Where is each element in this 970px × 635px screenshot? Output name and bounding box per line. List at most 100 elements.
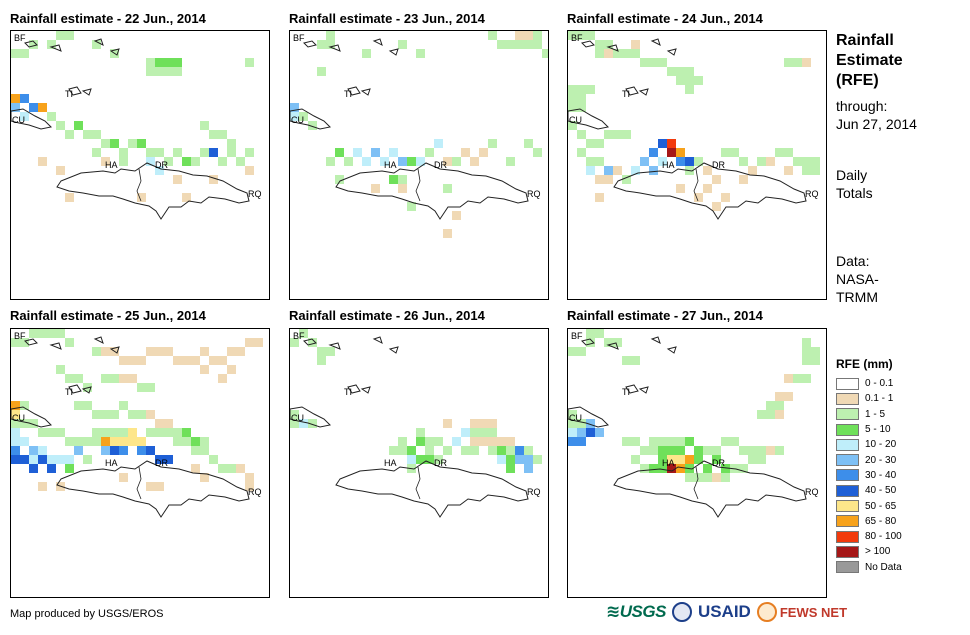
rainfall-cell (29, 464, 38, 473)
rainfall-cell (155, 419, 164, 428)
coastline (303, 336, 399, 354)
legend-label: 5 - 10 (865, 424, 891, 436)
rainfall-cell (254, 338, 263, 347)
rainfall-cell (577, 130, 586, 139)
rainfall-cell (533, 148, 542, 157)
seal-icon (671, 602, 692, 622)
rainfall-cell (236, 347, 245, 356)
rainfall-cell (748, 446, 757, 455)
rainfall-cell (676, 148, 685, 157)
rainfall-cell (11, 410, 20, 419)
rainfall-cell (676, 67, 685, 76)
rainfall-cell (497, 455, 506, 464)
rainfall-cell (101, 139, 110, 148)
coastline (625, 384, 649, 394)
rainfall-cell (74, 374, 83, 383)
map-label-bf: BF (14, 33, 26, 43)
rainfall-cell (811, 166, 820, 175)
rainfall-cell (416, 157, 425, 166)
map-panel-25: BF TI CU HA DR RQ (10, 328, 270, 598)
rainfall-cell (461, 428, 470, 437)
rainfall-cell (245, 58, 254, 67)
country-border (136, 168, 142, 202)
rainfall-cell (586, 139, 595, 148)
rainfall-cell (497, 446, 506, 455)
rainfall-cell (407, 202, 416, 211)
country-border (693, 168, 699, 202)
rainfall-cell (155, 482, 164, 491)
rainfall-cell (245, 473, 254, 482)
rainfall-cell (326, 40, 335, 49)
rfe-title: Rainfall Estimate (RFE) (836, 31, 903, 91)
rainfall-cell (568, 103, 577, 112)
rainfall-cell (748, 166, 757, 175)
rainfall-cell (748, 455, 757, 464)
rainfall-cell (173, 67, 182, 76)
rainfall-cell (676, 184, 685, 193)
rainfall-cell (20, 338, 29, 347)
rainfall-cell (65, 455, 74, 464)
legend-item: 80 - 100 (836, 529, 902, 544)
rainfall-cell (703, 446, 712, 455)
rainfall-cell (595, 139, 604, 148)
rainfall-cell (227, 347, 236, 356)
rainfall-cell (38, 103, 47, 112)
rainfall-cell (308, 338, 317, 347)
rainfall-cell (29, 103, 38, 112)
legend-label: 20 - 30 (865, 454, 897, 466)
rainfall-cell (586, 329, 595, 338)
rainfall-cell (119, 428, 128, 437)
rainfall-cell (793, 374, 802, 383)
rainfall-cell (137, 356, 146, 365)
legend-label: 0 - 0.1 (865, 378, 894, 390)
rainfall-cell (128, 437, 137, 446)
rainfall-cell (577, 85, 586, 94)
rainfall-cell (604, 40, 613, 49)
map-label-cu: CU (12, 413, 25, 423)
rainfall-cell (317, 40, 326, 49)
coastline (568, 108, 610, 130)
rainfall-cell (173, 58, 182, 67)
rainfall-cell (227, 464, 236, 473)
rainfall-cell (407, 455, 416, 464)
rainfall-cell (119, 148, 128, 157)
rainfall-cell (200, 347, 209, 356)
map-label-cu: CU (569, 115, 582, 125)
rainfall-cell (533, 40, 542, 49)
rainfall-cell (173, 437, 182, 446)
rainfall-cell (407, 157, 416, 166)
rainfall-cell (524, 31, 533, 40)
panel-title-26: Rainfall estimate - 26 Jun., 2014 (289, 308, 485, 323)
nasa-label: NASA- (836, 271, 879, 287)
rainfall-cell (667, 148, 676, 157)
rainfall-cell (182, 437, 191, 446)
rainfall-cell (56, 365, 65, 374)
rainfall-cell (29, 455, 38, 464)
rainfall-cell (137, 193, 146, 202)
rainfall-cell (694, 193, 703, 202)
rainfall-cell (137, 446, 146, 455)
coastline (68, 86, 92, 96)
rainfall-cell (631, 166, 640, 175)
rainfall-cell (20, 94, 29, 103)
rainfall-cell (595, 175, 604, 184)
rainfall-cell (290, 103, 299, 112)
rainfall-cell (398, 157, 407, 166)
rainfall-cell (640, 446, 649, 455)
map-label-ha: HA (384, 160, 397, 170)
rainfall-cell (38, 455, 47, 464)
rainfall-cell (604, 175, 613, 184)
rainfall-cell (200, 473, 209, 482)
map-panel-23: BF TI CU HA DR RQ (289, 30, 549, 300)
fews-mark-icon (756, 602, 777, 622)
legend-item: 0 - 0.1 (836, 376, 902, 391)
map-label-dr: DR (712, 458, 725, 468)
rainfall-cell (74, 401, 83, 410)
rainfall-cell (416, 49, 425, 58)
rainfall-cell (164, 428, 173, 437)
rainfall-cell (685, 157, 694, 166)
rainfall-cell (146, 58, 155, 67)
rainfall-cell (128, 139, 137, 148)
rainfall-cell (74, 121, 83, 130)
rainfall-cell (775, 148, 784, 157)
